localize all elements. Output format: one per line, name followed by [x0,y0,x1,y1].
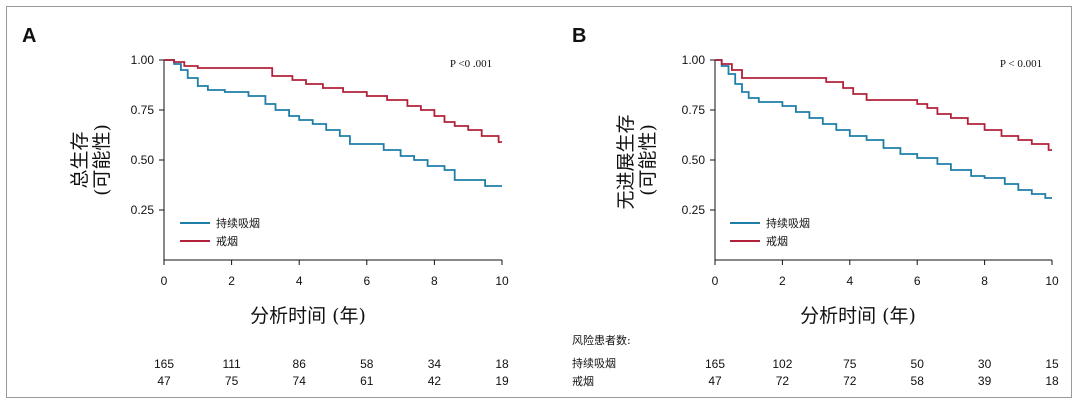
panel-b-curve-quit [715,59,1052,151]
panel-b-x-tick-label: 8 [981,274,988,288]
panel-a-risk-quit-value: 74 [293,374,307,388]
panel-b-risk-smoker-value: 15 [1045,357,1059,371]
panel-b-legend-quit: 戒烟 [766,234,788,248]
panel-a-risk-quit-value: 19 [495,374,509,388]
panel-a-y-tick-label: 0.50 [131,153,155,167]
panel-b-risk-smoker-value: 50 [911,357,925,371]
panel-a-y-tick-label: 0.25 [131,203,155,217]
panel-b-risk-smoker-value: 165 [705,357,725,371]
panel-a: A 总生存 (可能性) P <0 .001 分析时间 (年) 持续吸烟 戒烟 0… [22,25,509,388]
panel-b-risk-smoker-value: 102 [772,357,792,371]
panel-b-x-tick-label: 0 [712,274,719,288]
panel-a-xlabel: 分析时间 (年) [250,305,366,327]
panel-a-risk-smoker-value: 111 [222,357,241,371]
panel-a-legend-smoker: 持续吸烟 [216,216,260,230]
panel-a-x-tick-label: 8 [431,274,438,288]
panel-a-curve-smoker [164,59,502,187]
panel-a-risk-smoker-value: 34 [428,357,442,371]
panel-b-y-tick-label: 0.50 [682,153,706,167]
panel-b-legend-smoker: 持续吸烟 [766,216,810,230]
panel-b-xlabel: 分析时间 (年) [800,305,916,327]
panel-b-x-tick-label: 10 [1045,274,1059,288]
panel-a-risk-smoker-value: 86 [293,357,307,371]
panel-a-ylabel-line2: (可能性) [91,124,113,196]
panel-b-risk-quit-value: 72 [843,374,857,388]
panel-a-risk-smoker-value: 18 [495,357,509,371]
panel-b-risk-quit-value: 47 [708,374,722,388]
panel-b-risk-quit-value: 58 [911,374,925,388]
panel-b-x-tick-label: 6 [914,274,921,288]
panel-b-ylabel-line1: 无进展生存 [615,114,637,209]
panel-a-x-tick-label: 4 [296,274,303,288]
panel-b-y-tick-label: 1.00 [682,53,706,67]
figure-frame [6,6,1072,398]
panel-a-risk-quit-value: 61 [360,374,374,388]
panel-b-risk-quit-value: 18 [1045,374,1059,388]
panel-a-label: A [22,25,36,47]
panel-b-p-value: P < 0.001 [1000,58,1042,70]
panel-a-x-tick-label: 0 [161,274,168,288]
panel-b-y-tick-label: 0.75 [682,103,706,117]
panel-a-x-tick-label: 2 [228,274,235,288]
panel-a-x-tick-label: 6 [363,274,370,288]
panel-b-risk-quit-value: 39 [978,374,992,388]
panel-b-label: B [572,25,586,47]
risk-table-header: 风险患者数: [572,333,631,347]
panel-b-curve-smoker [715,59,1052,199]
panel-b-x-tick-label: 4 [846,274,853,288]
panel-b-risk-quit-value: 72 [776,374,790,388]
panel-a-risk-quit-value: 47 [157,374,171,388]
panel-a-risk-quit-value: 75 [225,374,239,388]
panel-a-legend-quit: 戒烟 [216,234,238,248]
panel-b-risk-smoker-value: 30 [978,357,992,371]
panel-a-y-tick-label: 1.00 [131,53,155,67]
panel-a-ylabel-line1: 总生存 [69,131,91,188]
risk-row-label-quit: 戒烟 [572,374,594,388]
panel-b-risk-smoker-value: 75 [843,357,857,371]
panel-b-ylabel-line2: (可能性) [637,124,659,196]
panel-b-y-tick-label: 0.25 [682,203,706,217]
panel-a-y-tick-label: 0.75 [131,103,155,117]
panel-b: B 无进展生存 (可能性) P < 0.001 分析时间 (年) 持续吸烟 戒烟… [572,25,1059,388]
panel-a-risk-smoker-value: 165 [154,357,174,371]
panel-a-curve-quit [164,59,502,143]
panel-a-p-value: P <0 .001 [450,58,492,70]
panel-b-x-tick-label: 2 [779,274,786,288]
panel-a-risk-smoker-value: 58 [360,357,374,371]
panel-a-risk-quit-value: 42 [428,374,442,388]
risk-row-label-smoker: 持续吸烟 [572,356,616,370]
panel-a-x-tick-label: 10 [495,274,509,288]
